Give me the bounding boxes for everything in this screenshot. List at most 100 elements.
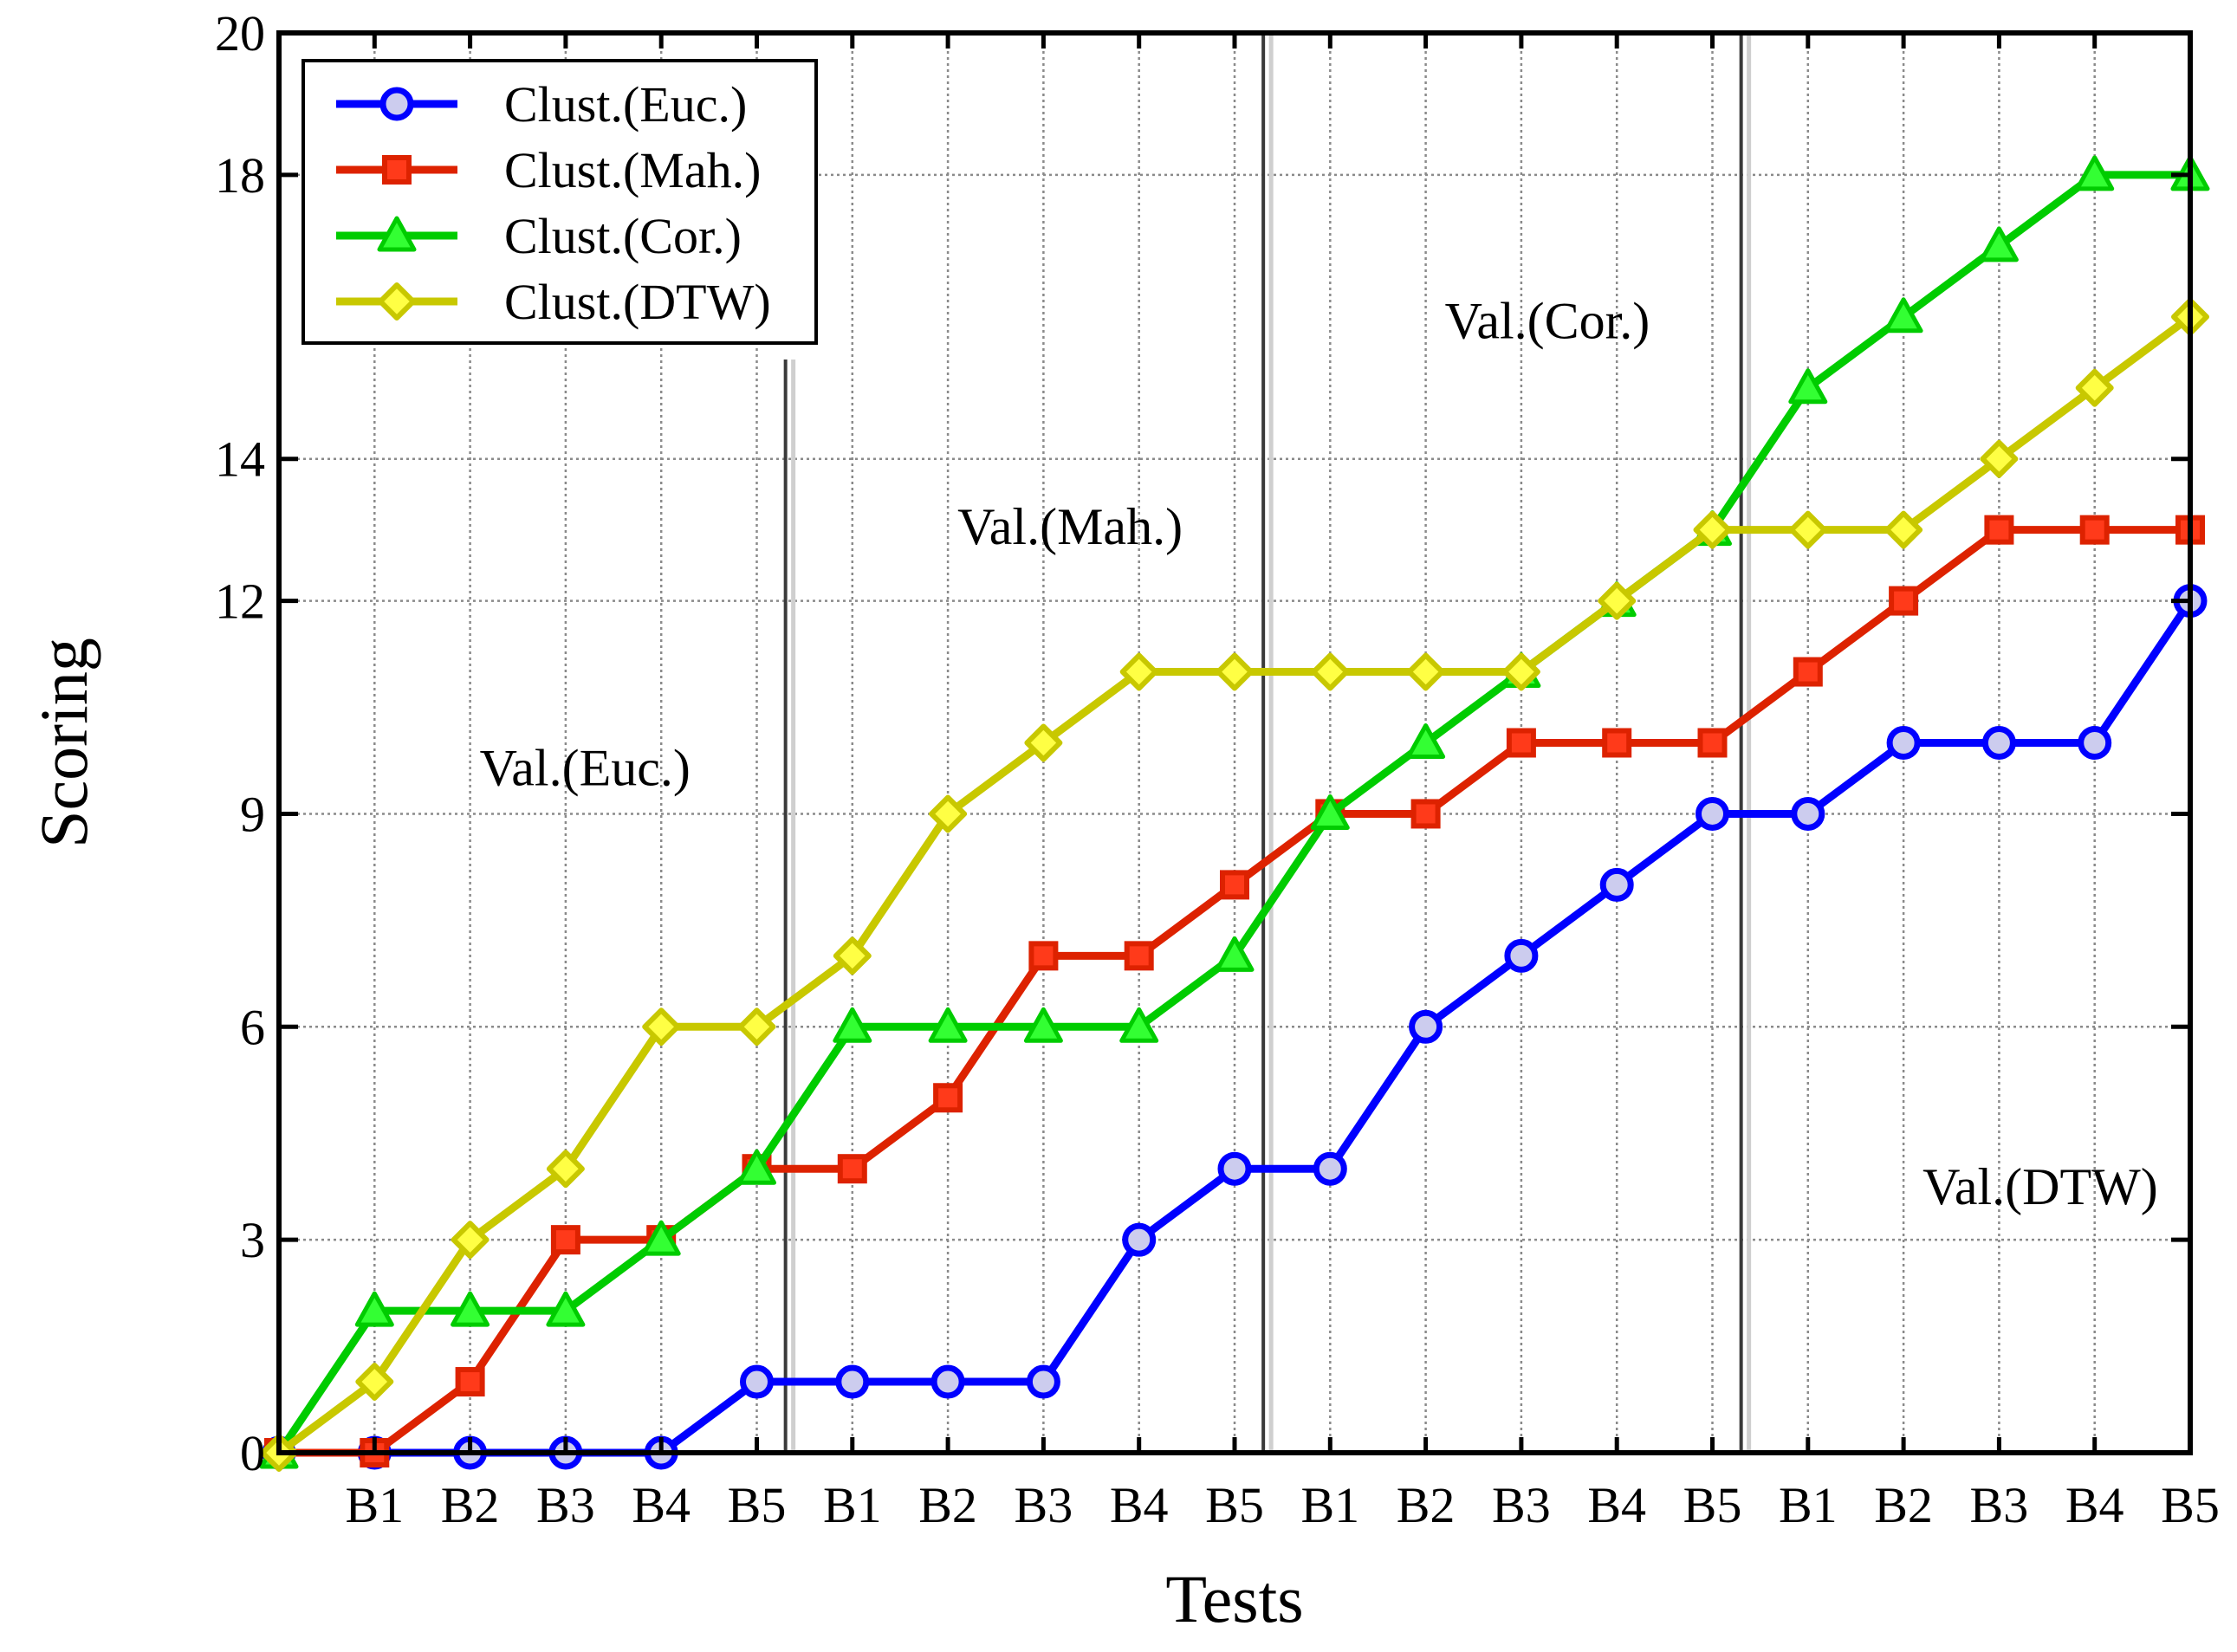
x-tick-label: B1 [345,1477,404,1533]
data-point [929,794,968,833]
x-tick-label: B4 [1587,1477,1646,1533]
legend-item: Clust.(Euc.) [336,76,747,133]
legend-item: Clust.(DTW) [336,274,771,330]
data-point [642,1007,681,1046]
data-point [1501,652,1540,691]
data-point [1119,1007,1159,1043]
data-point [837,1154,867,1184]
x-tick-label: B1 [823,1477,882,1533]
data-point [1119,652,1158,691]
y-tick-label: 14 [215,431,265,488]
legend-item: Clust.(Mah.) [336,142,761,198]
y-tick-label: 3 [240,1212,265,1268]
data-point [1217,1151,1252,1186]
x-tick-label: B3 [536,1477,595,1533]
section-separators [783,33,1752,1453]
data-point [2075,155,2115,191]
y-tick-label: 12 [215,573,265,630]
data-point [1602,728,1632,758]
data-point [835,1364,870,1399]
y-tick-label: 6 [240,999,265,1055]
data-point [1889,586,1919,616]
data-point [1311,652,1350,691]
legend-item: Clust.(Cor.) [336,208,742,264]
x-tick-label: B2 [918,1477,977,1533]
data-point [1504,938,1539,973]
data-point [1884,297,1923,334]
data-point [550,1225,580,1255]
annotations: Val.(Euc.) Val.(Mah.) Val.(Cor.) Val.(DTW) [480,292,2158,1215]
data-point [1406,723,1446,759]
legend-swatch-marker [377,216,417,252]
x-tick-label: B4 [632,1477,691,1533]
y-tick-label: 0 [240,1425,265,1481]
x-tick-label: B2 [1397,1477,1456,1533]
data-point [1216,652,1254,691]
x-tick-label: B2 [1874,1477,1933,1533]
x-axis-label: Tests [1165,1561,1303,1636]
data-point [1220,870,1249,900]
legend-label: Clust.(Cor.) [504,208,742,264]
ticks [279,30,2193,1455]
data-point [1409,1009,1443,1044]
data-point [546,1291,586,1327]
x-tick-label: B5 [1205,1477,1264,1533]
legend-swatch-marker [378,282,416,321]
data-point [2078,726,2112,760]
data-point [740,1364,774,1399]
data-point [1310,794,1350,830]
data-point [1979,226,2019,262]
x-tick-label: B5 [728,1477,787,1533]
series-layer [259,155,2210,1472]
data-point [1693,510,1732,549]
data-point [1981,726,2016,760]
data-point [451,1291,490,1327]
data-point [451,1221,490,1260]
x-tick-label: B1 [1779,1477,1838,1533]
legend-swatch-marker [382,155,412,185]
data-point [1215,936,1255,972]
series-Clust.(DTW) [260,297,2209,1472]
data-point [641,1220,681,1256]
legend-label: Clust.(Euc.) [504,76,747,133]
data-point [1024,723,1063,762]
data-point [2075,368,2114,407]
data-point [737,1007,776,1046]
data-point [1598,581,1637,620]
y-tick-labels: 0 3 6 9 12 14 18 20 [215,5,265,1481]
legend-label: Clust.(Mah.) [504,142,761,198]
x-tick-label: B1 [1300,1477,1359,1533]
data-point [354,1291,394,1327]
legend-label: Clust.(DTW) [504,274,771,330]
data-point [546,1150,585,1189]
y-tick-label: 9 [240,786,265,842]
data-point [1788,368,1828,405]
legend: Clust.(Euc.) Clust.(Mah.) Clust.(Cor.) Clus… [302,59,818,345]
data-point [1696,796,1729,831]
data-point [1026,1364,1060,1399]
x-tick-label: B3 [1970,1477,2029,1533]
data-point [1886,726,1921,760]
y-tick-label: 20 [215,5,265,62]
data-point [930,1364,965,1399]
data-point [2079,515,2110,545]
data-point [933,1083,963,1113]
data-point [928,1007,968,1043]
y-tick-label: 18 [215,147,265,204]
data-point [1410,799,1441,829]
data-point [1599,867,1634,902]
annotation-label: Val.(Cor.) [1445,292,1650,349]
data-point [1791,796,1825,831]
legend-swatch-marker [379,87,414,121]
data-point [1793,657,1823,687]
data-point [1788,510,1827,549]
data-point [1884,510,1923,549]
x-tick-label: B4 [1110,1477,1169,1533]
annotation-label: Val.(Mah.) [957,498,1183,555]
x-tick-label: B5 [2161,1477,2220,1533]
data-point [1980,439,2019,478]
data-point [833,936,872,975]
x-tick-label: B3 [1492,1477,1551,1533]
data-point [1506,728,1536,758]
